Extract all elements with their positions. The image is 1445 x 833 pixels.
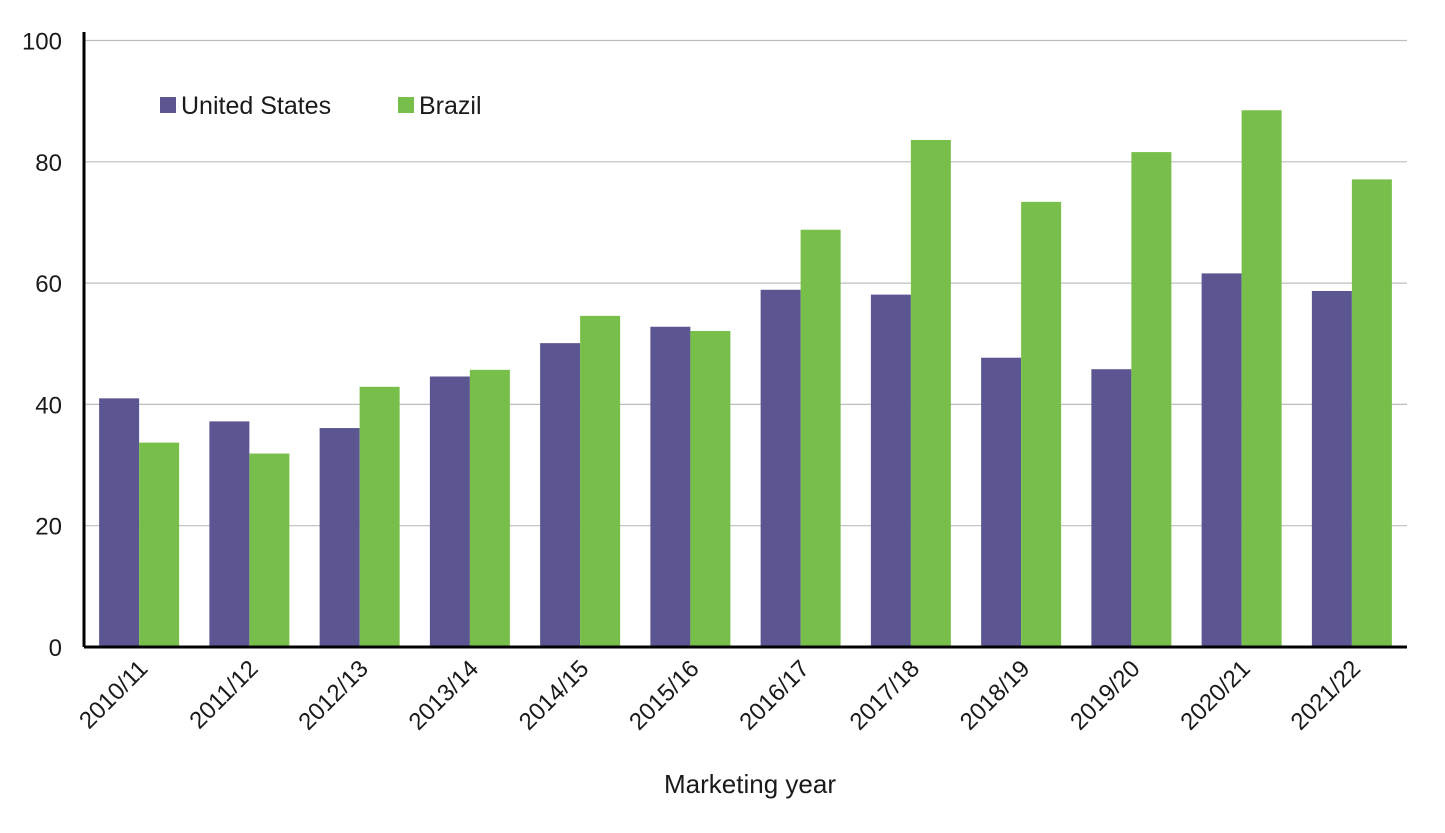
- bar-united-states-2011-12: [209, 421, 250, 647]
- bar-brazil-2013-14: [469, 369, 510, 647]
- bar-united-states-2013-14: [429, 376, 470, 647]
- x-tick-label: 2014/15: [514, 655, 594, 735]
- bar-united-states-2018-19: [981, 357, 1022, 647]
- bar-brazil-2012-13: [359, 386, 400, 647]
- y-tick-label: 100: [22, 29, 62, 56]
- bar-united-states-2015-16: [650, 326, 691, 647]
- bar-united-states-2014-15: [540, 343, 581, 647]
- legend-label-united-states: United States: [181, 92, 331, 120]
- x-axis-ticks: 2010/11 2011/12 2012/13 2013/14 2014/15 2015/…: [74, 655, 1366, 735]
- bar-brazil-2010-11: [139, 442, 180, 647]
- x-tick-label: 2012/13: [293, 655, 373, 735]
- x-axis-title: Marketing year: [664, 769, 836, 799]
- x-tick-label: 2017/18: [845, 655, 925, 735]
- bar-brazil-2016-17: [800, 229, 841, 647]
- x-tick-label: 2010/11: [74, 655, 153, 734]
- y-tick-label: 20: [35, 514, 62, 541]
- bar-brazil-2020-21: [1241, 110, 1282, 647]
- x-tick-label: 2013/14: [404, 655, 484, 735]
- bar-brazil-2018-19: [1021, 201, 1062, 648]
- x-tick-label: 2011/12: [184, 655, 263, 734]
- bar-brazil-2015-16: [690, 331, 731, 647]
- bar-brazil-2011-12: [249, 453, 290, 647]
- legend-swatch-brazil: [398, 97, 414, 113]
- x-tick-label: 2020/21: [1175, 655, 1255, 735]
- y-tick-label: 80: [35, 150, 62, 177]
- x-tick-label: 2015/16: [624, 655, 704, 735]
- bar-united-states-2010-11: [99, 398, 140, 647]
- bars: [99, 110, 1392, 648]
- legend: United States Brazil: [160, 92, 482, 120]
- x-tick-label: 2021/22: [1286, 655, 1366, 735]
- bar-united-states-2020-21: [1201, 273, 1242, 647]
- y-tick-label: 40: [35, 392, 62, 419]
- x-tick-label: 2019/20: [1065, 655, 1145, 735]
- gridlines: [84, 39, 1407, 527]
- bar-brazil-2017-18: [910, 139, 951, 647]
- bar-united-states-2021-22: [1311, 290, 1352, 647]
- bar-brazil-2014-15: [580, 315, 621, 647]
- bar-united-states-2012-13: [319, 428, 360, 647]
- y-axis-ticks: 0 20 40 60 80 100: [22, 29, 62, 663]
- y-tick-label: 60: [35, 271, 62, 298]
- bar-united-states-2017-18: [870, 294, 911, 647]
- x-tick-label: 2016/17: [734, 655, 814, 735]
- x-tick-label: 2018/19: [955, 655, 1035, 735]
- legend-label-brazil: Brazil: [419, 92, 482, 120]
- bar-brazil-2019-20: [1131, 152, 1172, 647]
- bar-united-states-2016-17: [760, 289, 801, 647]
- legend-swatch-united-states: [160, 97, 176, 113]
- bar-brazil-2021-22: [1351, 179, 1392, 648]
- bar-united-states-2019-20: [1091, 369, 1132, 647]
- y-tick-label: 0: [49, 635, 62, 662]
